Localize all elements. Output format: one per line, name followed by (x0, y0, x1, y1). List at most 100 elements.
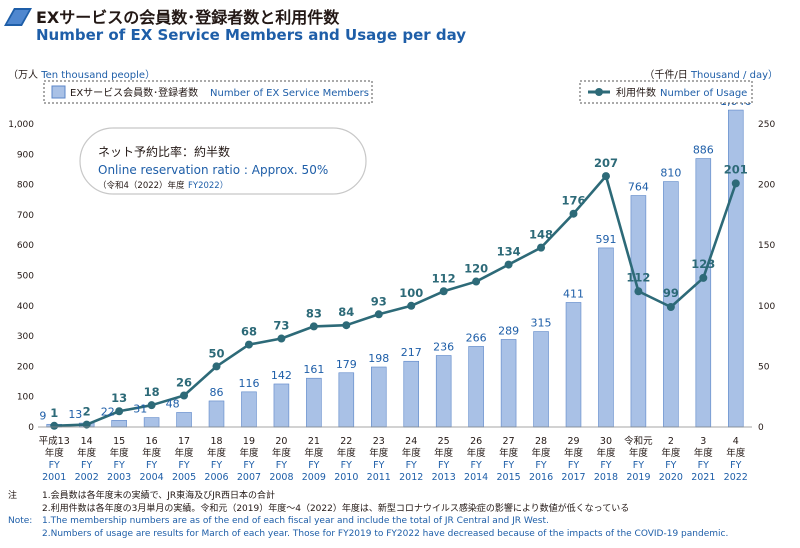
usage-point (147, 401, 156, 410)
bar-value-label: 810 (660, 167, 681, 180)
left-tick-label: 300 (17, 332, 34, 342)
usage-value-label: 201 (724, 162, 748, 176)
x-label-year: 2015 (496, 472, 520, 483)
bar-value-label: 217 (401, 346, 422, 359)
x-label-fy: FY (568, 460, 579, 471)
x-label-era: 27 (503, 436, 515, 447)
x-label-era: 26 (470, 436, 482, 447)
usage-value-label: 26 (176, 375, 192, 389)
legend-bars: EXサービス会員数･登録者数 Number of EX Service Memb… (43, 80, 373, 104)
x-label-era: 4 (733, 436, 739, 447)
usage-value-label: 207 (594, 156, 618, 170)
x-label-fy: FY (698, 460, 709, 471)
bar-member (371, 366, 387, 428)
x-label-nendo: 年度 (272, 447, 292, 459)
x-label-year: 2021 (691, 472, 715, 483)
usage-value-label: 123 (691, 257, 715, 271)
usage-point (277, 334, 286, 343)
x-label-year: 2004 (139, 472, 163, 483)
x-label-era: 令和元 (624, 435, 653, 447)
usage-value-label: 112 (432, 271, 456, 285)
bar-value-label: 22 (101, 405, 115, 418)
bar-value-label: 9 (39, 409, 46, 422)
bar-value-label: 236 (433, 340, 454, 353)
x-label-nendo: 年度 (629, 447, 649, 459)
x-label-era: 20 (275, 436, 287, 447)
legend-line-marker (595, 88, 603, 96)
left-tick-label: 900 (17, 150, 34, 160)
legend-bar-en: Number of EX Service Members (210, 88, 369, 99)
usage-value-label: 84 (338, 305, 354, 319)
left-tick-label: 700 (17, 211, 34, 221)
right-tick-label: 50 (758, 362, 770, 372)
x-label-era: 14 (81, 436, 93, 447)
usage-value-label: 148 (529, 228, 553, 242)
bar-value-label: 266 (466, 331, 487, 344)
x-label-year: 2002 (75, 472, 99, 483)
notes-en-label: Note: (8, 516, 33, 526)
x-label-fy: FY (406, 460, 417, 471)
x-label-era: 23 (373, 436, 385, 447)
usage-point (699, 273, 708, 282)
usage-value-label: 68 (241, 325, 257, 339)
x-label-year: 2013 (432, 472, 456, 483)
x-label-fy: FY (276, 460, 287, 471)
right-tick-label: 250 (758, 120, 775, 130)
usage-value-label: 13 (111, 391, 127, 405)
usage-point (472, 277, 481, 286)
x-label-fy: FY (146, 460, 157, 471)
x-label-nendo: 年度 (564, 447, 584, 459)
x-label-nendo: 年度 (45, 447, 65, 459)
page-title: EXサービスの会員数･登録者数と利用件数 (36, 8, 340, 27)
x-label-year: 2020 (659, 472, 683, 483)
usage-value-label: 83 (306, 306, 322, 320)
usage-value-label: 93 (371, 294, 387, 308)
x-label-nendo: 年度 (337, 447, 357, 459)
bar-value-label: 886 (693, 144, 714, 157)
usage-value-label: 73 (273, 319, 289, 333)
bar-member (500, 339, 517, 428)
x-label-year: 2011 (367, 472, 391, 483)
bar-value-label: 591 (595, 233, 616, 246)
x-label-nendo: 年度 (77, 447, 97, 459)
page-subtitle: Number of EX Service Members and Usage p… (36, 26, 467, 44)
x-label-fy: FY (81, 460, 92, 471)
callout-line1: ネット予約比率：約半数 (98, 144, 230, 159)
legend-bar-ja: EXサービス会員数･登録者数 (70, 86, 198, 99)
usage-point (731, 179, 740, 188)
x-label-nendo: 年度 (596, 447, 616, 459)
left-tick-label: 800 (17, 181, 34, 191)
bar-value-label: 86 (210, 386, 224, 399)
usage-point (374, 310, 383, 319)
usage-point (634, 287, 643, 296)
bar-value-label: 142 (271, 369, 292, 382)
x-label-fy: FY (503, 460, 514, 471)
callout-line3-ja: （令和4（2022）年度 (98, 180, 185, 191)
usage-value-label: 18 (144, 385, 160, 399)
x-label-nendo: 年度 (207, 447, 227, 459)
right-tick-label: 100 (758, 302, 775, 312)
right-unit-en: Thousand / day） (690, 70, 778, 81)
x-label-nendo: 年度 (304, 447, 324, 459)
left-unit-ja: （万人 (8, 70, 38, 81)
right-tick-label: 200 (758, 181, 775, 191)
bar-member (176, 412, 192, 428)
note-ja-1: 1.会員数は各年度末の実績で、JR東海及びJR西日本の合計 (42, 491, 276, 501)
callout-line3-en: FY2022） (188, 180, 228, 191)
x-label-era: 25 (438, 436, 450, 447)
left-tick-label: 600 (17, 241, 34, 251)
x-label-era: 16 (146, 436, 158, 447)
callout-line2: Online reservation ratio : Approx. 50% (98, 163, 328, 177)
x-label-fy: FY (211, 460, 222, 471)
legend-bar-swatch (51, 85, 66, 99)
x-label-fy: FY (730, 460, 741, 471)
